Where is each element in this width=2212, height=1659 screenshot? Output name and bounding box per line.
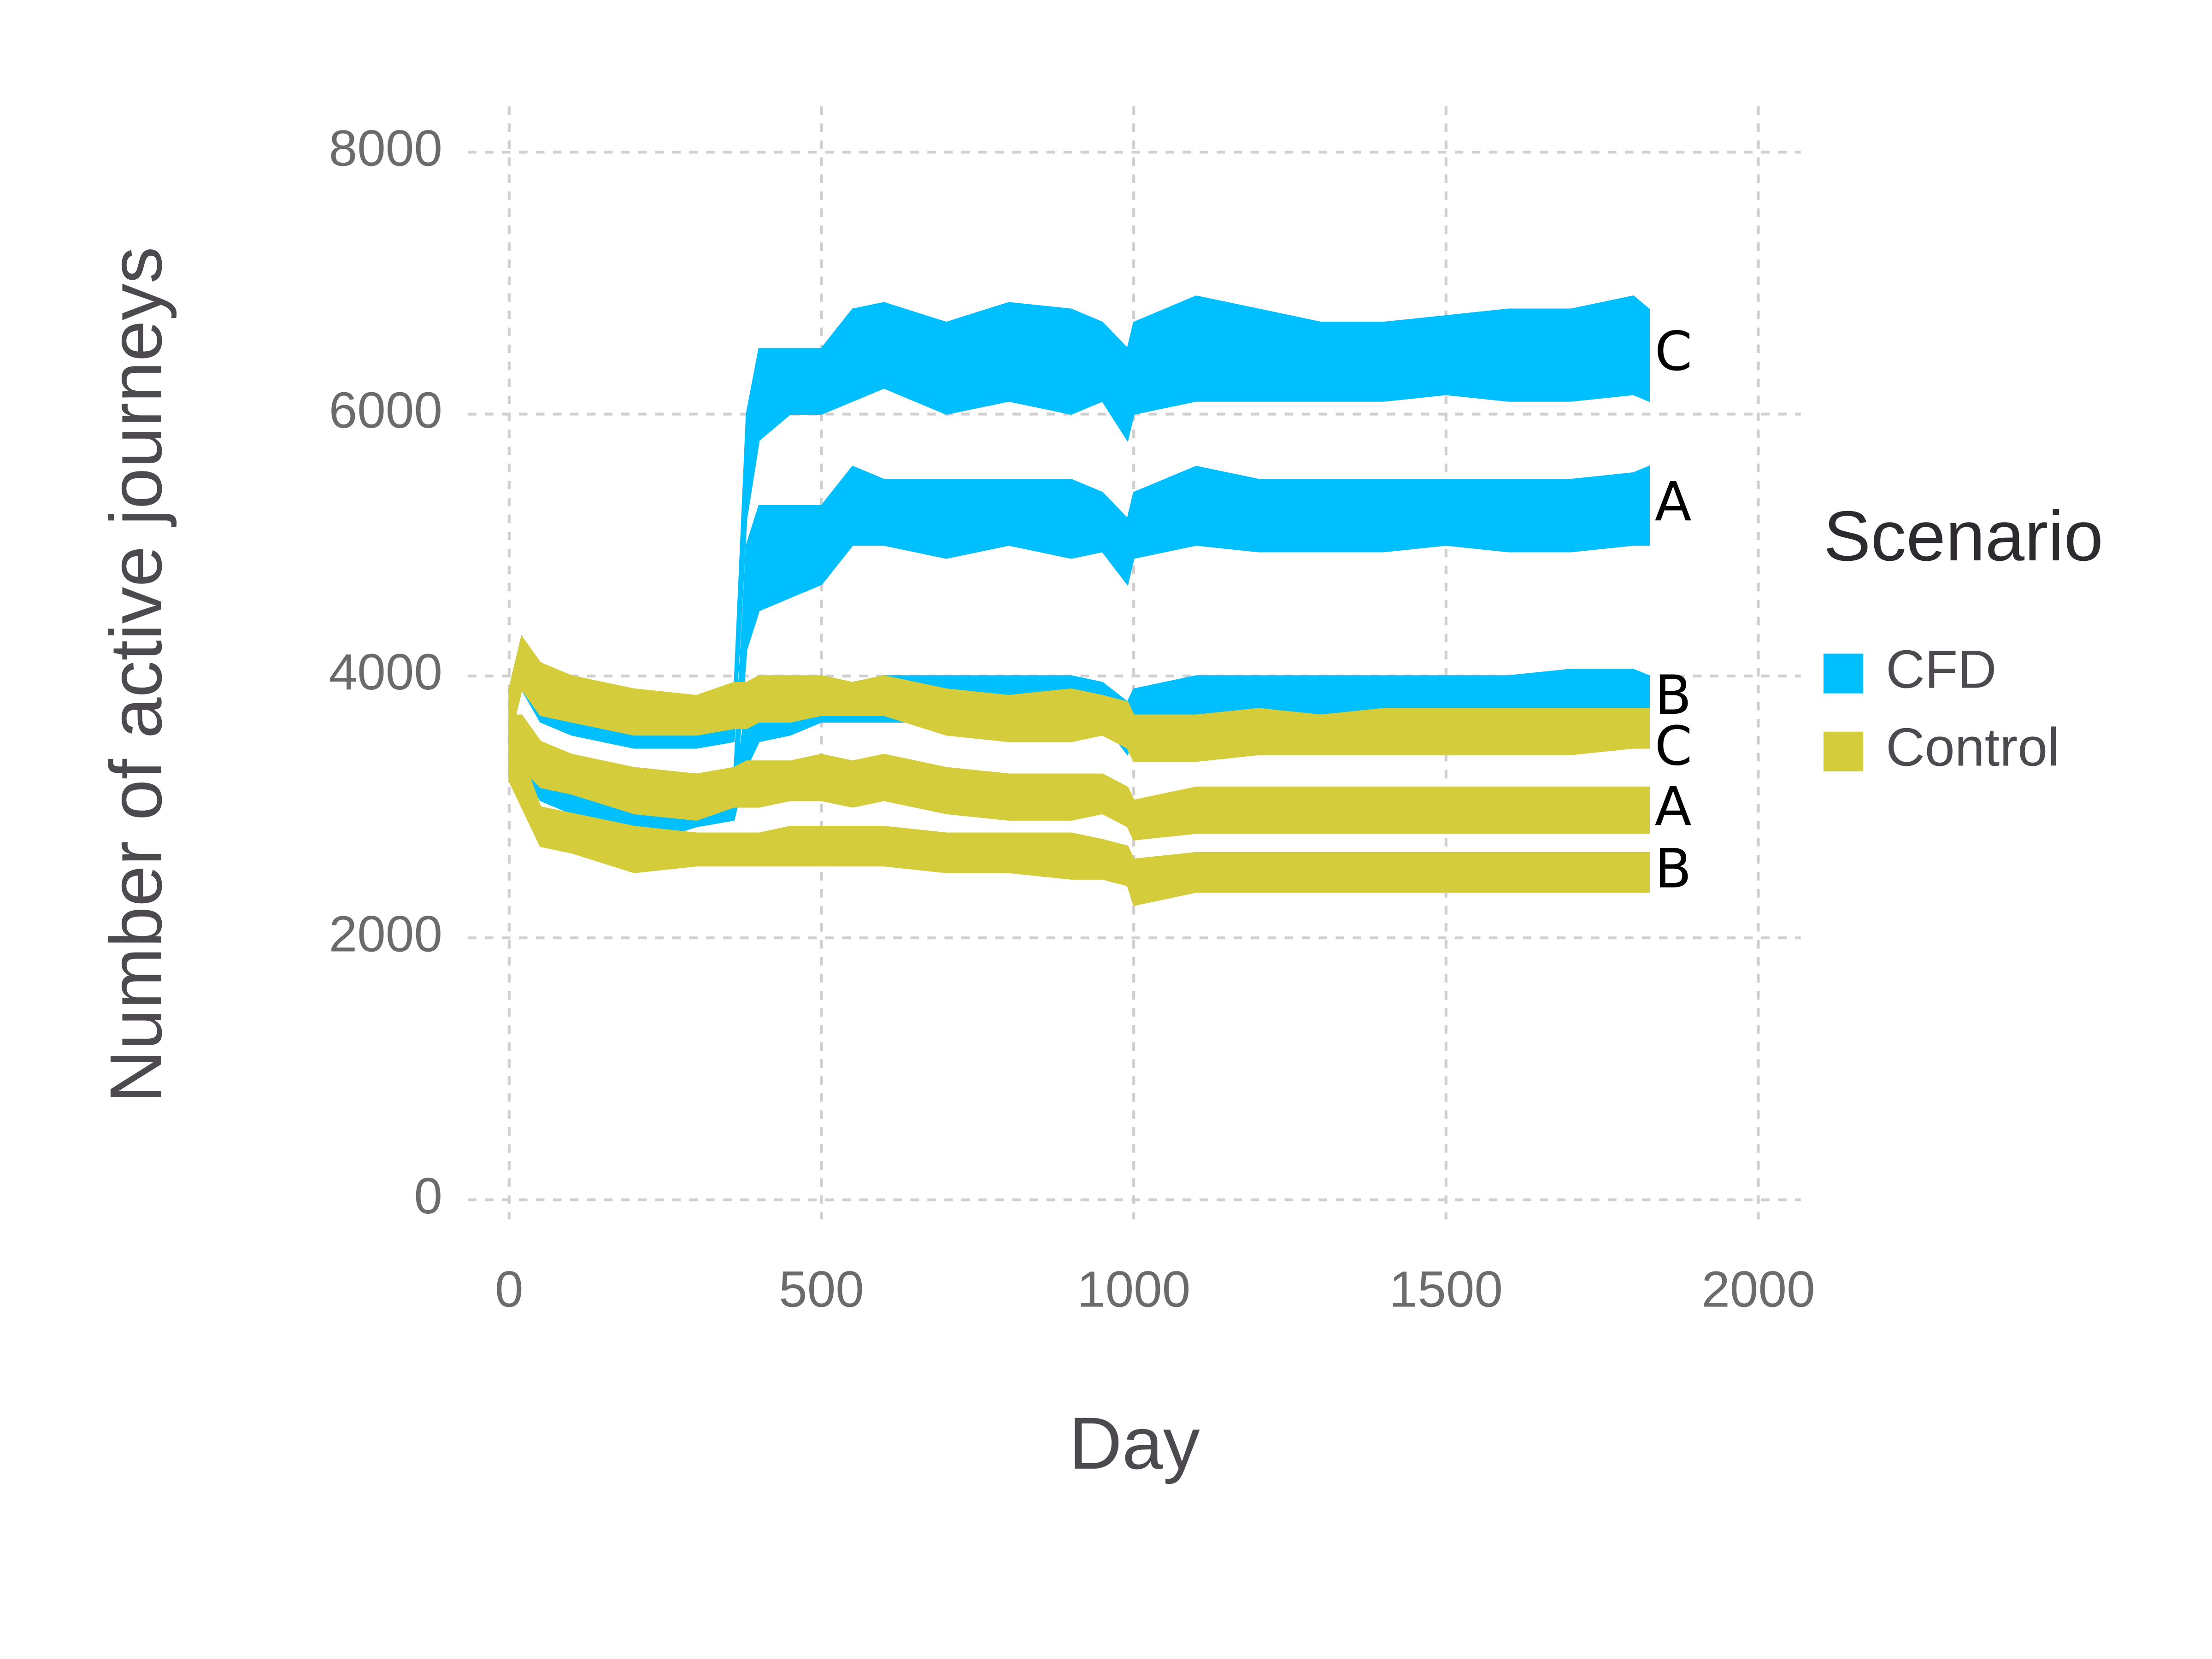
y-tick-label: 6000 bbox=[329, 382, 442, 439]
series-end-label: B bbox=[1655, 664, 1692, 727]
series-end-label: B bbox=[1655, 837, 1692, 900]
series-end-label: A bbox=[1655, 775, 1692, 838]
series-end-label: C bbox=[1655, 320, 1693, 383]
legend-label: CFD bbox=[1886, 639, 1996, 699]
legend-title: Scenario bbox=[1824, 496, 2103, 576]
x-tick-label: 2000 bbox=[1701, 1261, 1815, 1318]
x-tick-label: 1500 bbox=[1389, 1261, 1503, 1318]
ribbon bbox=[508, 714, 1650, 841]
y-tick-label: 4000 bbox=[329, 644, 442, 700]
legend-label: Control bbox=[1886, 717, 2059, 777]
y-tick-label: 0 bbox=[414, 1168, 442, 1224]
legend: CFD Control bbox=[1823, 639, 2059, 777]
legend-swatch bbox=[1823, 653, 1864, 694]
y-axis-title: Number of active journeys bbox=[94, 247, 177, 1103]
x-axis-title: Day bbox=[1069, 1402, 1200, 1484]
y-tick-label: 2000 bbox=[329, 906, 442, 962]
grid bbox=[468, 106, 1801, 1220]
ribbon bbox=[508, 728, 1650, 906]
x-tick-label: 0 bbox=[495, 1261, 524, 1318]
plot-area bbox=[508, 295, 1650, 906]
legend-swatch bbox=[1823, 731, 1864, 771]
ribbon bbox=[508, 465, 1650, 821]
series-end-label: C bbox=[1655, 715, 1693, 778]
series-end-label: A bbox=[1655, 471, 1692, 534]
x-tick-label: 1000 bbox=[1077, 1261, 1190, 1318]
ribbon bbox=[508, 295, 1650, 749]
x-tick-label: 500 bbox=[779, 1261, 864, 1318]
y-tick-label: 8000 bbox=[329, 120, 442, 176]
ribbon bbox=[508, 635, 1650, 762]
